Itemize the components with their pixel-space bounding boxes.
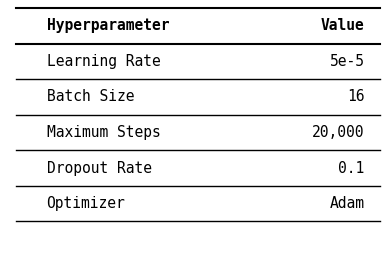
Text: 16: 16 xyxy=(347,89,365,104)
Text: Dropout Rate: Dropout Rate xyxy=(47,161,152,176)
Text: 20,000: 20,000 xyxy=(312,125,365,140)
Text: Maximum Steps: Maximum Steps xyxy=(47,125,160,140)
Text: Hyperparameter: Hyperparameter xyxy=(47,18,169,33)
Text: Value: Value xyxy=(321,18,365,33)
Text: Learning Rate: Learning Rate xyxy=(47,54,160,69)
Text: Batch Size: Batch Size xyxy=(47,89,134,104)
Text: Adam: Adam xyxy=(330,196,365,211)
Text: 0.1: 0.1 xyxy=(338,161,365,176)
Text: Optimizer: Optimizer xyxy=(47,196,125,211)
Text: 5e-5: 5e-5 xyxy=(330,54,365,69)
